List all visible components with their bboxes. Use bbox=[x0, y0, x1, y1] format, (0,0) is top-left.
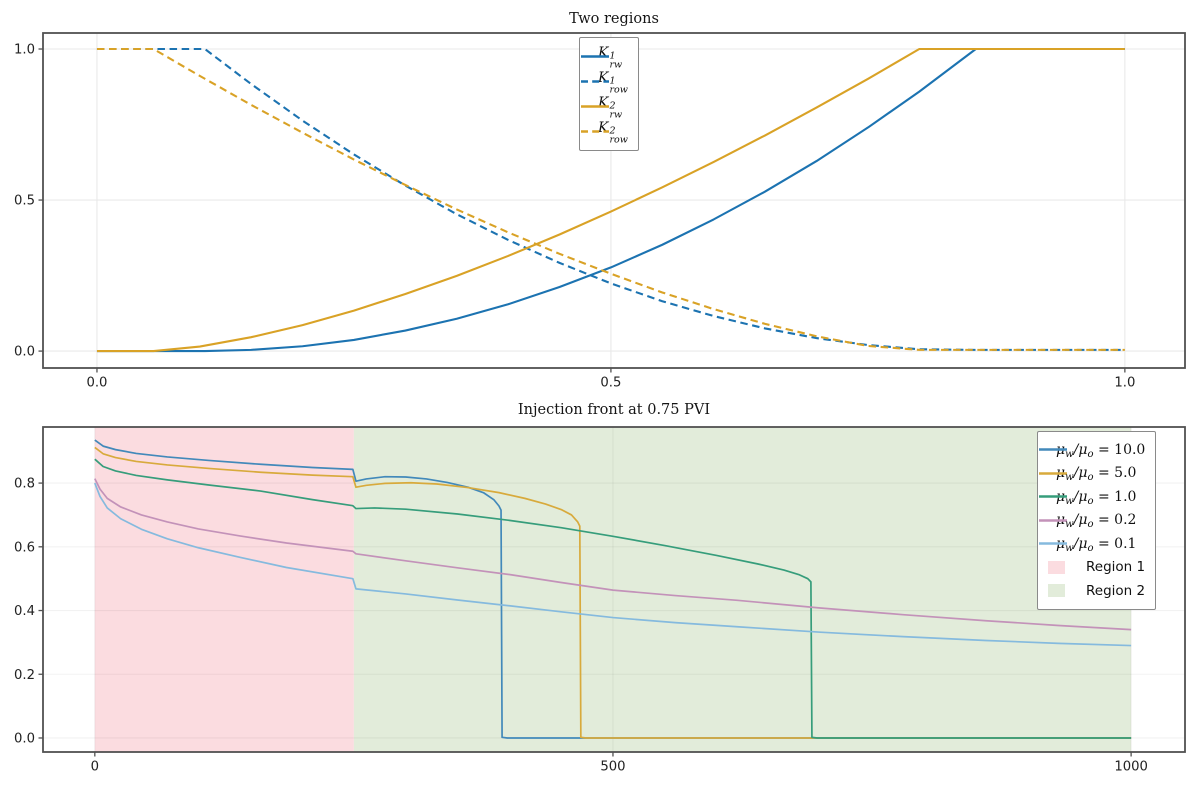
x-tick-label: 500 bbox=[600, 760, 625, 775]
legend-item: Region 2 bbox=[1048, 579, 1145, 603]
legend-item: K 1 row bbox=[581, 69, 628, 95]
legend-item: K 1 rw bbox=[581, 44, 628, 70]
series-line-Krow1 bbox=[96, 47, 1125, 351]
legend-item: K 2 rw bbox=[581, 94, 628, 120]
legend-item: μw/μo = 0.2 bbox=[1039, 509, 1145, 533]
y-tick-label: 0.6 bbox=[14, 540, 35, 555]
x-tick-label: 0 bbox=[91, 760, 99, 775]
y-tick-label: 0.0 bbox=[14, 732, 35, 747]
y-tick-label: 0.0 bbox=[14, 345, 35, 360]
legend-item: K 2 row bbox=[581, 119, 628, 145]
y-tick-label: 1.0 bbox=[14, 43, 35, 58]
x-tick-label: 0.5 bbox=[600, 376, 621, 391]
legend-label: K 2 rw bbox=[598, 95, 623, 120]
y-tick-label: 0.5 bbox=[14, 194, 35, 209]
region-span bbox=[94, 427, 354, 752]
region-span bbox=[353, 427, 1132, 752]
top-chart-legend: K 1 rw K 1 row K 2 rw K 2 row bbox=[579, 37, 639, 151]
y-tick-label: 0.8 bbox=[14, 477, 35, 492]
ticks: 0 500 1000 0.0 0.2 0.4 0.6 0.8 bbox=[14, 477, 1148, 775]
series-line-mu10 bbox=[94, 439, 1132, 739]
legend-label: K 1 rw bbox=[598, 45, 623, 70]
legend-label: μw/μo = 0.1 bbox=[1056, 535, 1137, 554]
bottom-chart-legend: μw/μo = 10.0 μw/μo = 5.0 μw/μo = 1.0 μw/μo … bbox=[1037, 431, 1157, 610]
series-line-Krow2 bbox=[96, 47, 1125, 351]
series-line-mu01 bbox=[94, 482, 1132, 647]
series-line-Krw1 bbox=[96, 47, 1125, 353]
series-line-mu5 bbox=[94, 446, 1132, 739]
top-chart-title: Two regions bbox=[569, 11, 659, 27]
series-line-Krw2 bbox=[96, 47, 1125, 353]
legend-label: μw/μo = 1.0 bbox=[1056, 488, 1137, 507]
legend-label: K 1 row bbox=[598, 70, 628, 95]
legend-label: μw/μo = 5.0 bbox=[1056, 465, 1137, 484]
x-tick-label: 1000 bbox=[1114, 760, 1148, 775]
bottom-chart-canvas: 0 500 1000 0.0 0.2 0.4 0.6 0.8 bbox=[14, 426, 1186, 775]
legend-item: μw/μo = 10.0 bbox=[1039, 438, 1146, 462]
axes-spines bbox=[42, 426, 1186, 753]
legend-item: Region 1 bbox=[1048, 556, 1145, 580]
legend-label: Region 1 bbox=[1086, 559, 1146, 576]
legend-label: Region 2 bbox=[1086, 582, 1146, 599]
series-line-mu1 bbox=[94, 458, 1132, 739]
legend-label: μw/μo = 10.0 bbox=[1056, 441, 1146, 460]
legend-item: μw/μo = 0.1 bbox=[1039, 532, 1145, 556]
legend-swatch bbox=[1048, 584, 1065, 598]
legend-swatch bbox=[1048, 560, 1065, 574]
ticks: 0.0 0.5 1.0 0.0 0.5 1.0 bbox=[14, 43, 1135, 391]
x-tick-label: 0.0 bbox=[86, 376, 107, 391]
y-tick-label: 0.4 bbox=[14, 604, 35, 619]
legend-label: K 2 row bbox=[598, 120, 628, 145]
y-tick-label: 0.2 bbox=[14, 668, 35, 683]
legend-item: μw/μo = 5.0 bbox=[1039, 462, 1145, 486]
x-tick-label: 1.0 bbox=[1114, 376, 1135, 391]
series-line-mu02 bbox=[94, 478, 1132, 631]
bottom-chart-title: Injection front at 0.75 PVI bbox=[517, 402, 711, 418]
legend-label: μw/μo = 0.2 bbox=[1056, 512, 1137, 531]
legend-item: μw/μo = 1.0 bbox=[1039, 485, 1145, 509]
